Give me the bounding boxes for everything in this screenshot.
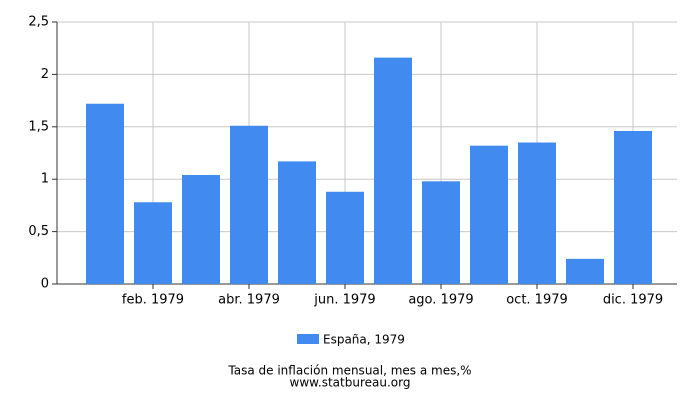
bar [374,57,412,284]
x-tick-label: jun. 1979 [313,293,375,308]
y-tick-label: 1,5 [28,119,49,134]
bar [182,175,220,284]
bar [134,202,172,284]
bar [614,130,652,284]
y-tick-label: 0 [41,277,49,292]
bar [278,161,316,284]
bar [326,191,364,284]
y-tick-label: 2,5 [28,15,49,30]
x-tick-label: ago. 1979 [408,293,473,308]
y-tick-label: 1 [41,172,49,187]
x-tick-label: abr. 1979 [218,293,280,308]
bar [566,258,604,284]
legend-label: España, 1979 [323,333,405,347]
y-tick-label: 0,5 [28,224,49,239]
bar [422,181,460,284]
bar [86,103,124,284]
y-tick-label: 2 [41,67,49,82]
chart-title: Tasa de inflación mensual, mes a mes,% [227,364,471,378]
x-tick-label: oct. 1979 [506,293,568,308]
x-tick-label: dic. 1979 [603,293,663,308]
source: www.statbureau.org [290,376,411,390]
legend-swatch [297,334,319,344]
x-tick-label: feb. 1979 [122,293,184,308]
bar [470,145,508,284]
bar [518,142,556,284]
bar [230,125,268,284]
